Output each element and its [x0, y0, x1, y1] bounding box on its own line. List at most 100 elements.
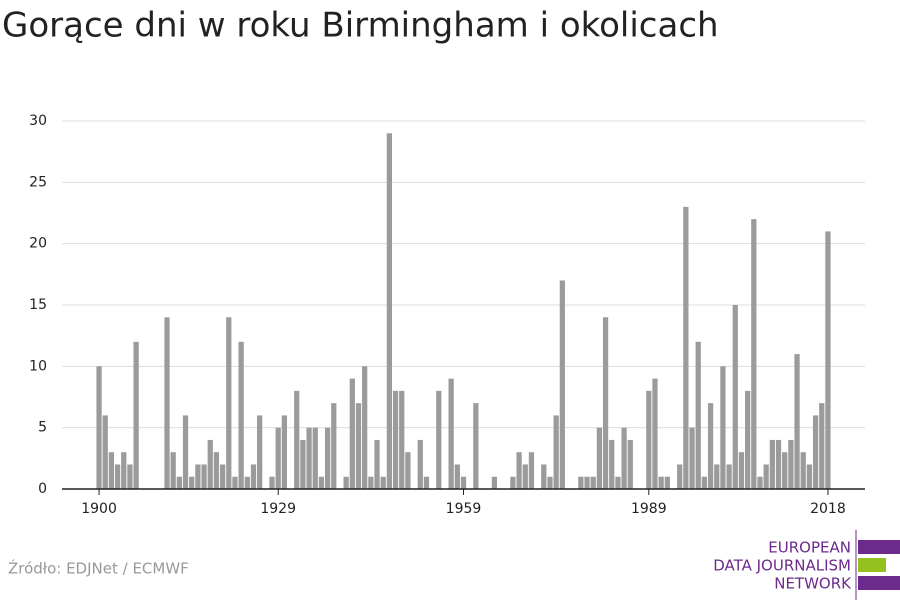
bar: [602, 317, 609, 489]
bar: [207, 439, 213, 489]
bar: [195, 464, 201, 489]
bar: [689, 427, 695, 489]
bar: [133, 341, 139, 489]
bar: [646, 390, 652, 489]
bar: [257, 415, 263, 489]
bar: [386, 133, 393, 489]
bar: [522, 464, 528, 489]
bar: [102, 415, 108, 489]
bar: [652, 378, 658, 489]
bar: [275, 427, 281, 489]
bar: [541, 464, 547, 489]
bar: [516, 452, 522, 489]
bar: [751, 219, 757, 489]
logo-text: DATA JOURNALISM: [713, 557, 851, 575]
bar: [553, 415, 559, 489]
bar: [448, 378, 454, 489]
bar: [701, 476, 708, 489]
x-tick-label: 2018: [810, 501, 846, 517]
bar: [164, 317, 170, 489]
bar: [232, 476, 238, 489]
bar: [417, 439, 423, 489]
x-tick-label: 1900: [81, 501, 117, 517]
bar: [590, 476, 596, 489]
bar: [720, 366, 726, 489]
bar: [96, 366, 102, 489]
bar: [714, 464, 720, 489]
bar: [343, 476, 349, 489]
bar: [189, 476, 195, 489]
bar: [244, 476, 250, 489]
bar: [170, 452, 176, 489]
bar: [127, 464, 133, 489]
logo-bar: [858, 576, 900, 590]
bar: [578, 476, 584, 489]
bar: [281, 415, 287, 489]
bar: [825, 231, 831, 489]
bar: [108, 452, 115, 489]
bar: [182, 415, 189, 489]
bar: [800, 452, 806, 489]
y-tick-label: 5: [38, 420, 47, 436]
bar: [392, 390, 399, 489]
bar: [454, 464, 460, 489]
bar: [380, 476, 386, 489]
bar: [368, 476, 374, 489]
bar: [250, 464, 257, 489]
bar: [664, 476, 670, 489]
y-tick-label: 20: [29, 236, 47, 252]
bar: [491, 476, 498, 489]
bar: [627, 439, 633, 489]
bar: [473, 403, 479, 489]
bar: [306, 427, 312, 489]
bar: [423, 476, 430, 489]
bar: [658, 476, 664, 489]
bar: [269, 476, 275, 489]
bar: [782, 452, 788, 489]
bar: [695, 341, 701, 489]
bar: [201, 464, 207, 489]
bar: [436, 390, 442, 489]
logo-text: NETWORK: [774, 575, 852, 593]
bar: [757, 476, 763, 489]
bar: [677, 464, 683, 489]
bar: [510, 476, 516, 489]
bar: [176, 476, 182, 489]
bar: [683, 206, 689, 489]
bar: [584, 476, 590, 489]
bar: [738, 452, 745, 489]
y-tick-label: 30: [29, 113, 47, 129]
logo: EUROPEAN DATA JOURNALISM NETWORK: [713, 530, 900, 600]
bar: [349, 378, 355, 489]
bar: [324, 427, 331, 489]
y-tick-label: 25: [29, 174, 47, 190]
bar: [355, 403, 362, 489]
x-tick-label: 1989: [631, 501, 667, 517]
bar: [312, 427, 318, 489]
x-tick-label: 1929: [260, 501, 296, 517]
bar: [547, 476, 553, 489]
bar: [769, 439, 775, 489]
bar: [331, 403, 337, 489]
bar: [615, 476, 621, 489]
bar: [812, 415, 819, 489]
bar: [219, 464, 226, 489]
bar: [294, 390, 300, 489]
bar: [318, 476, 325, 489]
bar: [726, 464, 732, 489]
bar: [362, 366, 368, 489]
bar: [806, 464, 813, 489]
logo-bar: [858, 558, 886, 572]
bar: [609, 439, 615, 489]
chart-title: Gorące dni w roku Birmingham i okolicach: [2, 6, 719, 46]
source: Źródło: EDJNet / ECMWF: [8, 559, 189, 578]
bar: [788, 439, 794, 489]
bar: [559, 280, 565, 489]
logo-bar: [858, 540, 900, 554]
bar: [405, 452, 411, 489]
bar: [300, 439, 306, 489]
bar: [238, 341, 244, 489]
bar: [707, 403, 714, 489]
bar: [794, 354, 800, 489]
